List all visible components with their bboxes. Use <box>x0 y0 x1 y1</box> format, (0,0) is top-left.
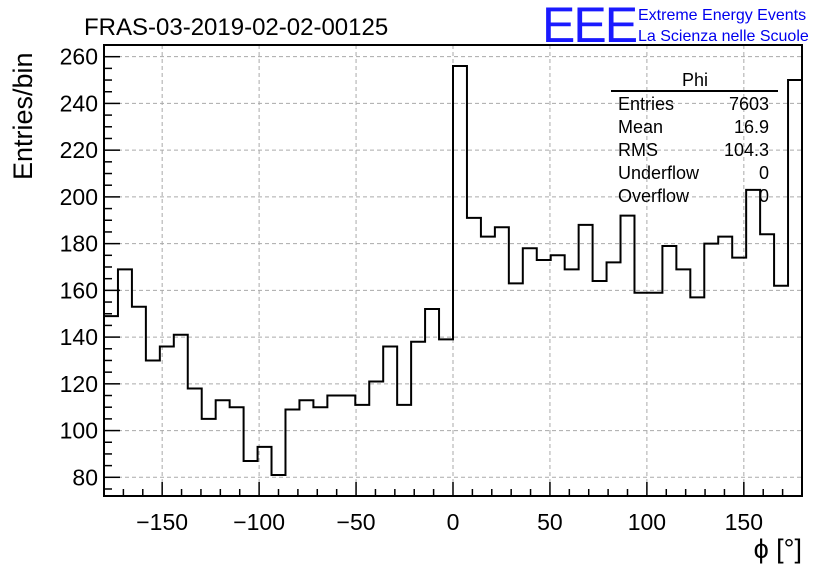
y-tick-label: 80 <box>72 464 98 490</box>
histogram-bin <box>299 400 313 496</box>
histogram-bin <box>313 407 327 496</box>
stats-label-underflow: Underflow <box>618 163 700 183</box>
x-tick-label: 50 <box>537 509 563 535</box>
histogram-bin <box>495 227 509 496</box>
x-tick-label: 100 <box>628 509 666 535</box>
x-tick-label: 0 <box>447 509 460 535</box>
histogram-bin <box>551 255 565 496</box>
y-tick-label: 260 <box>60 44 98 70</box>
histogram-bin <box>565 269 579 496</box>
histogram-bin <box>648 293 662 496</box>
histogram-bin <box>188 389 202 496</box>
histogram-bin <box>746 190 760 496</box>
histogram-bin <box>788 80 802 496</box>
stats-value-mean: 16.9 <box>734 117 769 137</box>
grid-lines <box>104 45 802 496</box>
y-tick-label: 120 <box>60 371 98 397</box>
histogram-bin <box>230 407 244 496</box>
histogram-bin <box>285 410 299 496</box>
histogram-bin <box>760 234 774 496</box>
histogram-bin <box>690 297 704 496</box>
x-tick-label: 150 <box>725 509 763 535</box>
stats-name: Phi <box>682 70 708 90</box>
y-axis-title: Entries/bin <box>8 52 38 180</box>
histogram-bin <box>579 225 593 496</box>
y-tick-label: 220 <box>60 137 98 163</box>
x-tick-label: −100 <box>233 509 285 535</box>
y-tick-label: 160 <box>60 277 98 303</box>
histogram-bin <box>104 316 118 496</box>
histogram-bin <box>439 339 453 496</box>
x-axis: −150 −100 −50 0 50 100 150 <box>122 482 784 535</box>
x-tick-label: −150 <box>136 509 188 535</box>
x-axis-title: ϕ [°] <box>754 534 802 564</box>
histogram-bin <box>453 66 467 496</box>
histogram-bin <box>537 260 551 496</box>
histogram-bin <box>216 400 230 496</box>
stats-label-mean: Mean <box>618 117 663 137</box>
histogram-bin <box>411 342 425 496</box>
logo-line-2: La Scienza nelle Scuole <box>638 28 809 45</box>
histogram-bin <box>467 218 481 496</box>
histogram-bin <box>341 396 355 496</box>
stats-value-rms: 104.3 <box>724 140 769 160</box>
histogram-bin <box>481 237 495 496</box>
y-tick-label: 100 <box>60 418 98 444</box>
y-axis: 80 100 120 140 160 180 200 220 240 260 <box>60 44 120 490</box>
chart-title: FRAS-03-2019-02-02-00125 <box>84 14 388 41</box>
histogram-bin <box>174 335 188 496</box>
y-tick-label: 200 <box>60 184 98 210</box>
eee-logo: EEE Extreme Energy Events La Scienza nel… <box>542 0 809 53</box>
stats-label-entries: Entries <box>618 94 674 114</box>
histogram-bin <box>621 216 635 496</box>
histogram-bin <box>327 396 341 496</box>
histogram-bin <box>369 381 383 496</box>
stats-box: Phi Entries 7603 Mean 16.9 RMS 104.3 Und… <box>611 70 778 206</box>
stats-label-overflow: Overflow <box>618 186 690 206</box>
y-tick-label: 140 <box>60 324 98 350</box>
histogram-bin <box>146 360 160 496</box>
histogram-bin <box>704 244 718 496</box>
histogram-outline <box>104 65 802 476</box>
histogram-bin <box>634 293 648 496</box>
histogram-bin <box>676 269 690 496</box>
stats-value-entries: 7603 <box>729 94 769 114</box>
histogram-bin <box>593 281 607 496</box>
stats-value-overflow: 0 <box>759 186 769 206</box>
stats-value-underflow: 0 <box>759 163 769 183</box>
histogram-bin <box>397 405 411 496</box>
histogram-bin <box>244 461 258 496</box>
histogram-bin <box>118 269 132 496</box>
histogram-bin <box>509 283 523 496</box>
histogram-bin <box>718 237 732 496</box>
histogram-bin <box>607 262 621 496</box>
histogram-bin <box>774 286 788 496</box>
histogram-bin <box>383 346 397 496</box>
y-tick-label: 240 <box>60 90 98 116</box>
stats-label-rms: RMS <box>618 140 658 160</box>
histogram-bin <box>662 246 676 496</box>
histogram-bin <box>355 405 369 496</box>
x-tick-label: −50 <box>337 509 376 535</box>
y-tick-label: 180 <box>60 231 98 257</box>
histogram-bin <box>523 248 537 496</box>
logo-line-1: Extreme Energy Events <box>638 7 806 24</box>
histogram-bin <box>132 307 146 496</box>
